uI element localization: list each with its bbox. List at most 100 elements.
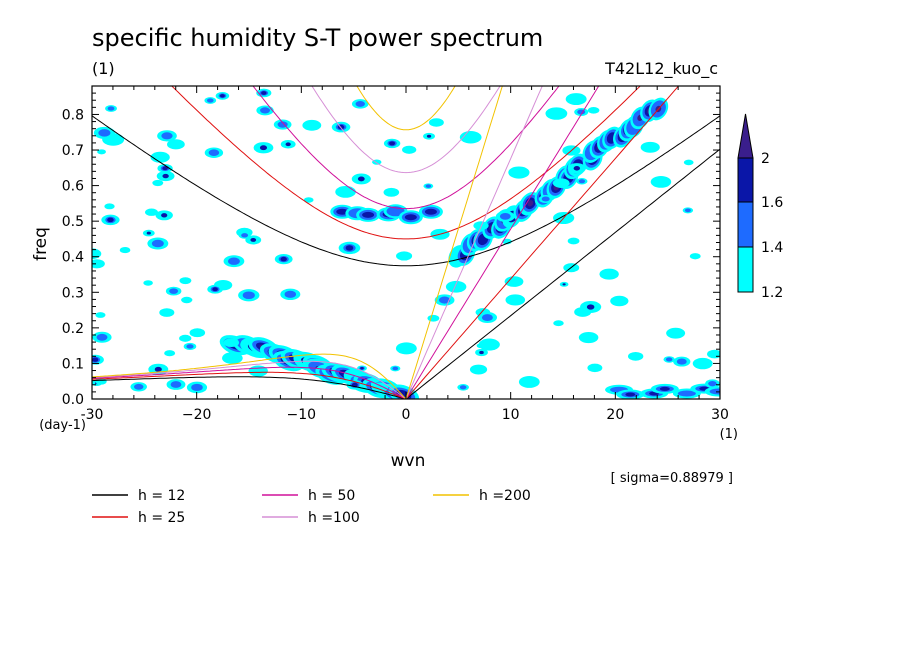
x-tick-label: -30 — [81, 407, 104, 423]
kelvin-curve-h200 — [405, 86, 503, 399]
power-cell — [499, 213, 511, 220]
power-cell — [518, 376, 540, 388]
power-cell — [553, 320, 564, 327]
power-cell — [395, 342, 417, 355]
power-cell — [545, 107, 568, 120]
power-cell — [303, 197, 314, 203]
power-cell — [284, 290, 297, 298]
power-cell — [610, 295, 629, 307]
power-cell — [438, 296, 451, 304]
colorbar-segment — [737, 246, 754, 293]
chart-subtitle-left: (1) — [92, 59, 115, 78]
power-cell — [261, 91, 267, 95]
y-axis-ticks: 0.0 0.1 0.2 0.3 0.4 0.5 0.6 0.7 0.8 — [62, 92, 720, 408]
power-cell — [445, 280, 467, 293]
power-cell — [179, 277, 192, 285]
power-cell — [392, 366, 399, 371]
power-cell — [250, 237, 257, 242]
power-cell — [169, 288, 179, 294]
power-cell — [170, 381, 182, 388]
power-cell — [665, 357, 673, 362]
rossby-curve-h50 — [92, 366, 407, 399]
dispersion-curves — [92, 86, 720, 399]
power-cell — [650, 176, 672, 188]
power-cell — [285, 142, 291, 147]
y-tick-label: 0.5 — [62, 214, 84, 230]
legend-label: h =100 — [308, 510, 360, 526]
power-cell — [96, 333, 108, 341]
power-cell — [97, 149, 106, 155]
power-cell — [228, 257, 240, 265]
y-tick-label: 0.4 — [62, 250, 84, 266]
power-cell — [504, 276, 524, 287]
power-cell — [260, 107, 270, 114]
power-cell — [357, 176, 365, 182]
colorbar-label: 2 — [761, 151, 770, 167]
legend-label: h =200 — [479, 488, 531, 504]
y-unit-label: (day-1) — [39, 418, 86, 433]
power-cell — [562, 283, 566, 286]
power-cell — [186, 344, 194, 349]
power-cell — [259, 145, 267, 151]
power-cell — [145, 208, 159, 216]
power-cell — [133, 383, 144, 390]
power-cell — [248, 365, 268, 377]
power-cell — [625, 392, 636, 397]
power-cell — [150, 151, 170, 163]
power-cell — [143, 280, 153, 286]
x-unit-label: (1) — [720, 427, 738, 442]
legend: h = 12 h = 25 h = 50 h =100 h =200 — [92, 488, 531, 526]
power-cell — [684, 208, 691, 213]
x-tick-label: 20 — [606, 407, 624, 423]
power-cell — [159, 308, 175, 317]
power-cell — [242, 291, 255, 300]
power-cell — [424, 208, 437, 215]
power-cell — [104, 203, 115, 210]
power-cell — [427, 314, 440, 322]
power-cell — [404, 214, 417, 221]
power-cell — [425, 184, 432, 188]
legend-label: h = 25 — [138, 510, 185, 526]
power-cell — [541, 196, 550, 202]
y-axis-label: freq — [31, 227, 51, 261]
power-cell — [666, 327, 686, 339]
power-cell — [426, 134, 432, 138]
power-cell — [162, 166, 168, 171]
power-cell — [360, 367, 364, 370]
x-axis-ticks: -30 −20 −10 0 10 20 30 — [81, 86, 729, 423]
power-cell — [627, 351, 644, 361]
power-cell — [505, 294, 526, 306]
power-cell — [709, 388, 720, 395]
colorbar-segment — [737, 201, 754, 248]
power-cell — [107, 217, 114, 223]
power-cell — [181, 296, 193, 304]
x-axis-label: wvn — [391, 451, 426, 471]
power-cell — [578, 331, 599, 344]
power-cell — [459, 385, 467, 390]
power-cell — [587, 363, 603, 373]
power-cell — [362, 211, 375, 218]
y-tick-label: 0.8 — [62, 107, 84, 123]
power-cell — [578, 179, 586, 184]
power-cell — [92, 357, 99, 362]
power-cell — [478, 338, 500, 351]
rossby-curve-h25 — [92, 371, 407, 399]
power-cell — [95, 312, 106, 318]
colorbar-label: 1.6 — [761, 195, 783, 211]
power-contours — [92, 88, 720, 399]
power-cell — [161, 213, 168, 218]
y-tick-label: 0.3 — [62, 285, 84, 301]
x-tick-label: −20 — [182, 407, 212, 423]
kelvin-curve-h25 — [405, 86, 680, 399]
y-tick-label: 0.6 — [62, 179, 84, 195]
power-cell — [208, 149, 220, 156]
power-cell — [389, 141, 396, 146]
power-cell — [527, 200, 534, 207]
colorbar-top-triangle — [737, 113, 754, 159]
power-cell — [302, 119, 322, 131]
power-cell — [689, 253, 701, 260]
power-cell — [336, 208, 349, 215]
power-cell — [161, 132, 173, 140]
legend-label: h = 12 — [138, 488, 185, 504]
